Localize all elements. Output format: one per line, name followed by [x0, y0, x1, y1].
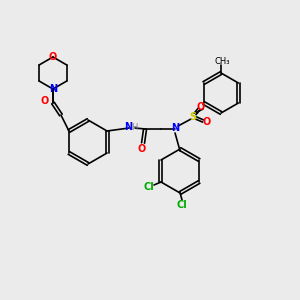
Text: N: N [49, 84, 57, 94]
Text: O: O [203, 117, 211, 127]
Text: O: O [197, 102, 205, 112]
Text: H: H [131, 122, 137, 131]
Text: N: N [124, 122, 132, 132]
Text: CH₃: CH₃ [214, 58, 230, 67]
Text: Cl: Cl [177, 200, 188, 210]
Text: O: O [138, 144, 146, 154]
Text: O: O [41, 96, 49, 106]
Text: N: N [171, 123, 179, 133]
Text: O: O [49, 52, 57, 62]
Text: Cl: Cl [144, 182, 154, 192]
Text: S: S [190, 112, 196, 122]
